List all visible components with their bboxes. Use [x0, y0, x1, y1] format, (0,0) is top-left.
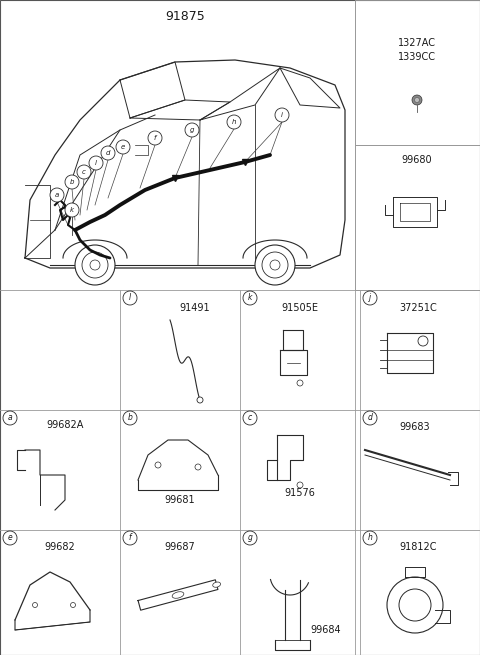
Text: 99682: 99682	[45, 542, 75, 552]
Circle shape	[123, 291, 137, 305]
Circle shape	[123, 531, 137, 545]
Circle shape	[415, 98, 420, 102]
Circle shape	[50, 188, 64, 202]
Text: h: h	[232, 119, 236, 125]
Bar	[355, 145, 480, 290]
Circle shape	[148, 131, 162, 145]
Circle shape	[418, 336, 428, 346]
Ellipse shape	[213, 582, 220, 588]
Circle shape	[227, 115, 241, 129]
Ellipse shape	[172, 591, 184, 598]
Text: h: h	[368, 534, 372, 542]
Text: a: a	[55, 192, 59, 198]
Circle shape	[243, 411, 257, 425]
Text: d: d	[106, 150, 110, 156]
Circle shape	[363, 291, 377, 305]
Circle shape	[90, 260, 100, 270]
Circle shape	[82, 252, 108, 278]
Circle shape	[185, 123, 199, 137]
Text: i: i	[281, 112, 283, 118]
Circle shape	[116, 140, 130, 154]
Circle shape	[123, 411, 137, 425]
Text: f: f	[129, 534, 132, 542]
Circle shape	[65, 175, 79, 189]
Text: g: g	[190, 127, 194, 133]
Circle shape	[101, 146, 115, 160]
Circle shape	[33, 603, 37, 607]
Text: 99684: 99684	[310, 625, 341, 635]
Text: d: d	[368, 413, 372, 422]
Text: f: f	[154, 135, 156, 141]
Circle shape	[255, 245, 295, 285]
Text: c: c	[82, 169, 86, 175]
Circle shape	[65, 203, 79, 217]
Text: b: b	[128, 413, 132, 422]
Text: e: e	[121, 144, 125, 150]
Text: 91875: 91875	[165, 10, 205, 23]
Circle shape	[197, 397, 203, 403]
Circle shape	[243, 291, 257, 305]
Text: 99683: 99683	[400, 422, 430, 432]
Circle shape	[412, 95, 422, 105]
Circle shape	[71, 603, 75, 607]
Circle shape	[75, 245, 115, 285]
Text: l: l	[95, 160, 97, 166]
Circle shape	[275, 108, 289, 122]
Text: 37251C: 37251C	[399, 303, 437, 313]
Circle shape	[155, 462, 161, 468]
Text: 99682A: 99682A	[46, 420, 84, 430]
Text: g: g	[248, 534, 252, 542]
Text: 99681: 99681	[165, 495, 195, 505]
Circle shape	[297, 380, 303, 386]
Text: b: b	[70, 179, 74, 185]
Text: 91576: 91576	[285, 488, 315, 498]
Circle shape	[89, 156, 103, 170]
Circle shape	[387, 577, 443, 633]
Circle shape	[243, 531, 257, 545]
Text: j: j	[369, 293, 371, 303]
Text: 91812C: 91812C	[399, 542, 437, 552]
Circle shape	[363, 411, 377, 425]
Circle shape	[195, 464, 201, 470]
Text: a: a	[8, 413, 12, 422]
Circle shape	[363, 531, 377, 545]
Circle shape	[399, 589, 431, 621]
Text: 99687: 99687	[165, 542, 195, 552]
Circle shape	[3, 411, 17, 425]
Bar	[355, 0, 480, 145]
Circle shape	[262, 252, 288, 278]
Text: c: c	[248, 413, 252, 422]
Text: l: l	[129, 293, 131, 303]
Circle shape	[270, 260, 280, 270]
Text: e: e	[8, 534, 12, 542]
Text: k: k	[248, 293, 252, 303]
Circle shape	[297, 482, 303, 488]
Circle shape	[3, 531, 17, 545]
Text: 91505E: 91505E	[281, 303, 319, 313]
Text: 1327AC
1339CC: 1327AC 1339CC	[398, 39, 436, 62]
Circle shape	[77, 165, 91, 179]
Text: k: k	[70, 207, 74, 213]
Text: 91491: 91491	[180, 303, 210, 313]
Text: 99680: 99680	[402, 155, 432, 165]
